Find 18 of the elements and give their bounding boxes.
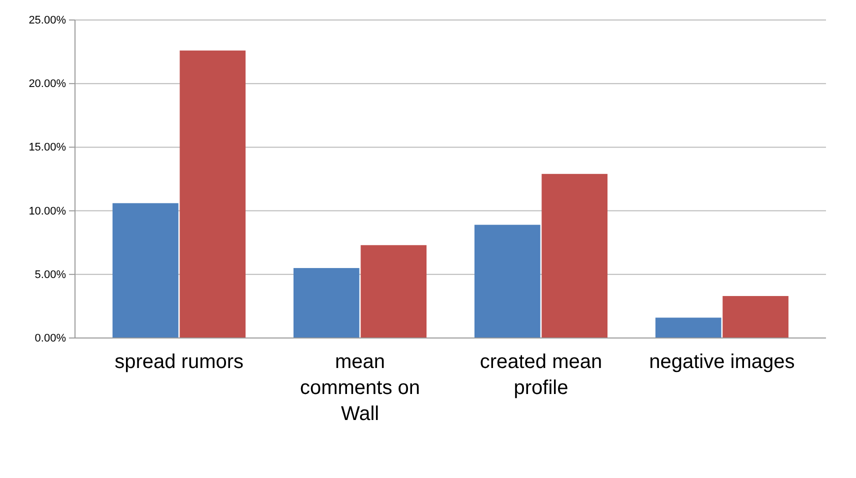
- y-tick-label: 5.00%: [34, 268, 66, 281]
- y-tick-label: 15.00%: [28, 142, 66, 154]
- x-tick-label: spread rumors: [114, 351, 244, 373]
- x-tick-label: mean comments on Wall: [300, 351, 420, 425]
- bar: [112, 203, 178, 338]
- bar: [180, 50, 246, 338]
- bar: [474, 224, 540, 338]
- y-tick-label: 0.00%: [34, 332, 66, 345]
- y-tick-label: 20.00%: [28, 78, 66, 90]
- x-tick-label: created mean profile: [480, 351, 602, 399]
- bar: [360, 245, 427, 338]
- bar: [655, 318, 722, 338]
- bar: [294, 268, 360, 338]
- y-tick-label: 25.00%: [28, 14, 66, 27]
- y-tick-label: 10.00%: [28, 205, 66, 218]
- bar: [722, 296, 788, 338]
- x-tick-label: negative images: [649, 351, 795, 373]
- bar: [542, 174, 608, 338]
